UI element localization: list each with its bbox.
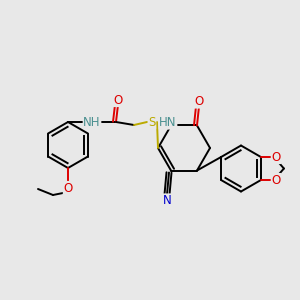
Text: O: O bbox=[271, 151, 280, 164]
Text: N: N bbox=[163, 194, 171, 207]
Text: O: O bbox=[113, 94, 123, 106]
Text: O: O bbox=[271, 173, 280, 187]
Text: NH: NH bbox=[83, 116, 101, 128]
Text: S: S bbox=[148, 116, 156, 128]
Text: O: O bbox=[194, 95, 204, 108]
Text: HN: HN bbox=[159, 116, 177, 129]
Text: O: O bbox=[63, 182, 73, 194]
